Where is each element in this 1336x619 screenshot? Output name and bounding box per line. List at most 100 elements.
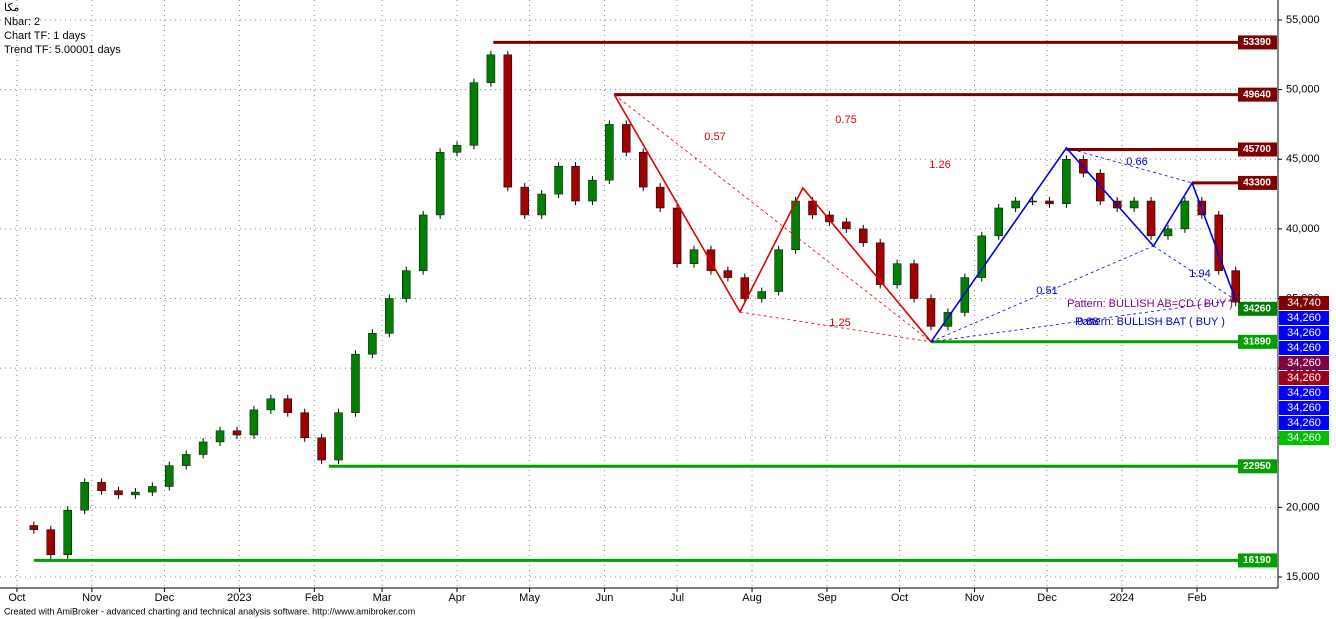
level-tag xyxy=(1238,553,1277,568)
candle-body xyxy=(452,145,462,153)
pattern-connector xyxy=(1066,147,1193,184)
price-tag-label: 34,260 xyxy=(1287,387,1321,399)
level-tag-label: 16190 xyxy=(1243,555,1271,566)
candle-body xyxy=(469,82,479,146)
price-tag-label: 34,260 xyxy=(1287,327,1321,339)
candle-body xyxy=(672,207,682,264)
chart-title: مكا xyxy=(4,2,19,14)
candle-body xyxy=(131,491,140,496)
candle-body xyxy=(486,54,496,83)
y-tick-label: 55,000 xyxy=(1286,14,1320,26)
candle-body xyxy=(385,298,394,334)
candle-body xyxy=(757,291,766,299)
x-tick-label: Feb xyxy=(305,592,324,604)
x-tick-label: 2023 xyxy=(227,592,251,604)
price-tag-label: 34,260 xyxy=(1287,357,1321,369)
ratio-label: 1.94 xyxy=(1189,268,1210,280)
x-tick-label: May xyxy=(519,592,540,604)
candle-body xyxy=(960,277,970,313)
candle-body xyxy=(63,509,72,555)
pattern-label: Pattern: BULLISH AB=CD ( BUY ) xyxy=(1067,298,1233,310)
candle-body xyxy=(165,465,174,487)
price-tag xyxy=(1279,371,1329,385)
footer: Created with AmiBroker - advanced charti… xyxy=(4,606,415,616)
candle-body xyxy=(249,409,259,436)
candle-body xyxy=(638,152,648,188)
x-tick-label: Sep xyxy=(817,592,837,604)
info-text: Chart TF: 1 days xyxy=(4,30,86,42)
x-tick-label: 2024 xyxy=(1110,592,1134,604)
candle-body xyxy=(926,298,936,327)
candle-body xyxy=(181,454,191,466)
candle-body xyxy=(1231,270,1240,303)
price-tag-label: 34,260 xyxy=(1287,372,1321,384)
x-tick-label: Nov xyxy=(965,592,985,604)
candle-body xyxy=(503,54,513,188)
candle-body xyxy=(114,490,123,496)
level-tag xyxy=(1238,142,1277,157)
candle-body xyxy=(689,249,699,264)
ratio-label: 0.66 xyxy=(1126,156,1147,168)
candle-body xyxy=(1045,200,1054,205)
candle-body xyxy=(97,482,106,491)
price-tag xyxy=(1279,356,1329,370)
level-tag xyxy=(1238,175,1277,190)
candle-body xyxy=(29,525,39,530)
price-tag-label: 34,260 xyxy=(1287,432,1321,444)
y-tick-label: 15,000 xyxy=(1286,571,1320,583)
level-tag-label: 31890 xyxy=(1243,336,1271,347)
ratio-label: 0.88 xyxy=(1077,316,1098,328)
candle-body xyxy=(1180,200,1190,230)
price-tag xyxy=(1279,311,1329,325)
x-tick-label: Oct xyxy=(8,592,25,604)
pattern-connector xyxy=(930,245,1154,343)
x-tick-label: Mar xyxy=(373,592,392,604)
candle-body xyxy=(977,235,987,278)
candle-body xyxy=(266,398,276,411)
candle-body xyxy=(571,165,580,202)
target-tag-label: 34260 xyxy=(1243,303,1271,314)
pattern-connector xyxy=(1153,245,1236,301)
candle-body xyxy=(994,207,1003,237)
candle-body xyxy=(402,270,411,299)
candle-body xyxy=(537,193,546,216)
candle-body xyxy=(317,437,326,461)
candle-body xyxy=(1146,200,1156,237)
level-tag xyxy=(1238,334,1277,349)
candle-body xyxy=(368,333,377,355)
price-tag-label: 34,260 xyxy=(1287,342,1321,354)
price-tag-label: 34,260 xyxy=(1287,402,1321,414)
x-tick-label: Nov xyxy=(82,592,102,604)
candle-body xyxy=(842,221,851,230)
x-tick-label: Dec xyxy=(1037,592,1057,604)
pattern-line xyxy=(613,94,932,343)
price-tag xyxy=(1279,401,1329,415)
candle-body xyxy=(418,214,428,271)
candle-body xyxy=(1163,228,1173,237)
ratio-label: 1.25 xyxy=(829,317,850,329)
level-tag xyxy=(1238,87,1277,102)
candle-body xyxy=(825,214,834,223)
candle-body xyxy=(554,165,563,195)
level-tag-label: 22950 xyxy=(1243,461,1271,472)
candle-body xyxy=(80,482,89,511)
candle-body xyxy=(622,124,631,153)
x-tick-label: Jun xyxy=(596,592,614,604)
candle-body xyxy=(435,152,445,216)
candle-body xyxy=(723,270,733,278)
price-tag xyxy=(1279,326,1329,340)
candle-body xyxy=(283,398,293,413)
pattern-label: Pattern: BULLISH BAT ( BUY ) xyxy=(1075,316,1225,328)
y-tick-label: 40,000 xyxy=(1286,223,1320,235)
price-tag xyxy=(1279,296,1329,310)
candle-body xyxy=(740,277,750,299)
candle-body xyxy=(46,529,56,555)
candle-body xyxy=(232,430,242,436)
candle-body xyxy=(605,124,614,181)
candle-body xyxy=(892,263,902,285)
info-text: Nbar: 2 xyxy=(4,16,40,28)
y-tick-label: 50,000 xyxy=(1286,84,1320,96)
price-tag xyxy=(1279,416,1329,430)
pattern-connector xyxy=(739,311,932,343)
x-tick-label: Feb xyxy=(1188,592,1207,604)
